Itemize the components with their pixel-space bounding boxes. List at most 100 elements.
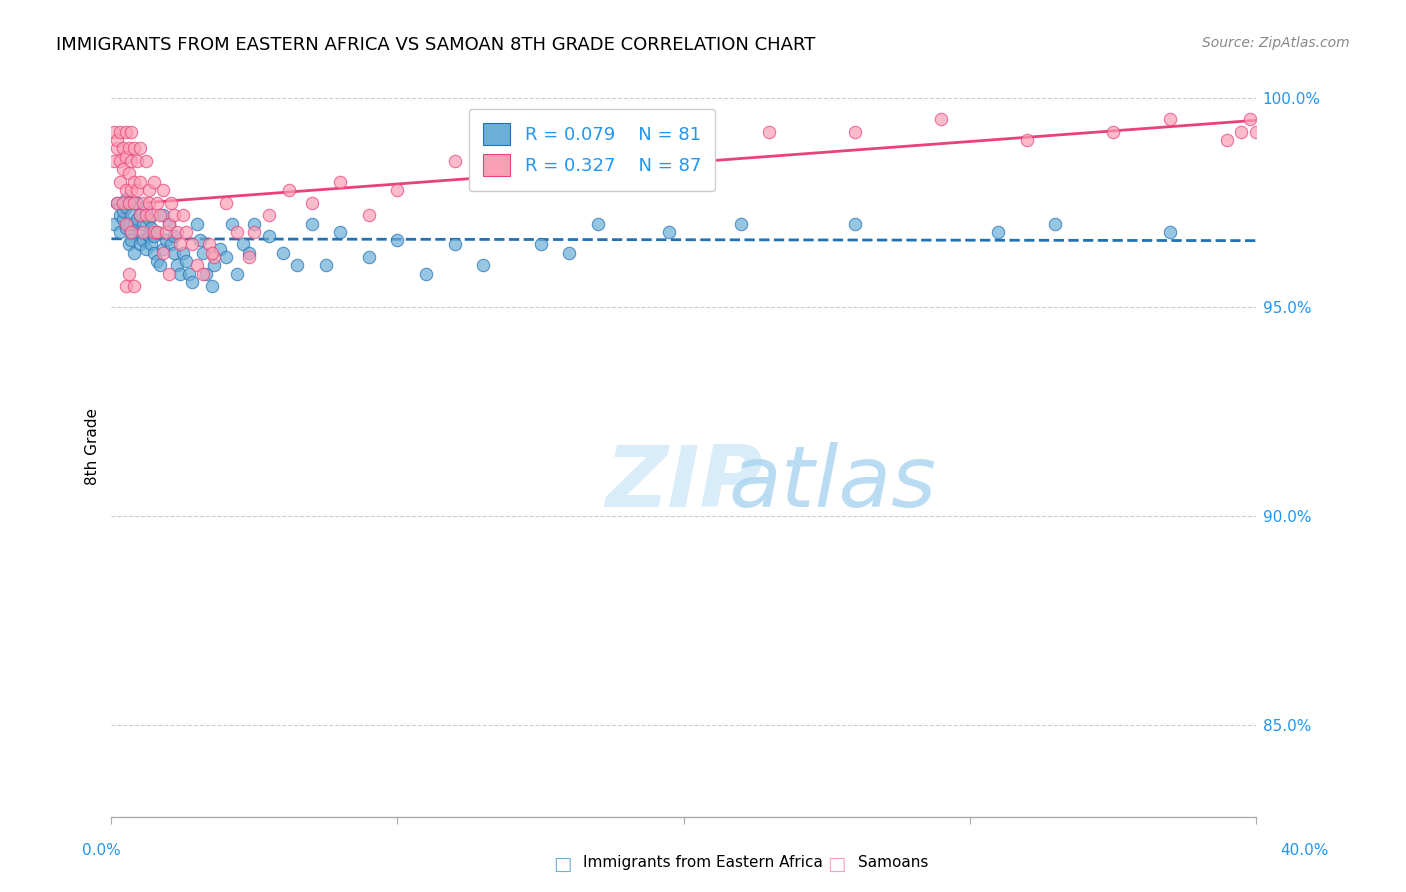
Point — [169, 237, 191, 252]
Point — [415, 267, 437, 281]
Point — [114, 217, 136, 231]
Point — [120, 208, 142, 222]
Point — [197, 237, 219, 252]
Point — [180, 275, 202, 289]
Point — [614, 125, 637, 139]
Point — [117, 166, 139, 180]
Point — [257, 229, 280, 244]
Point — [243, 217, 266, 231]
Point — [132, 195, 155, 210]
Point — [117, 195, 139, 210]
Point — [160, 237, 183, 252]
Point — [129, 208, 152, 222]
Point — [232, 237, 254, 252]
Text: □: □ — [553, 855, 572, 873]
Text: atlas: atlas — [728, 442, 936, 525]
Point — [143, 225, 166, 239]
Point — [730, 217, 752, 231]
Point — [558, 245, 581, 260]
Point — [132, 225, 155, 239]
Point — [215, 250, 238, 264]
Point — [120, 153, 142, 168]
Point — [157, 217, 180, 231]
Point — [186, 258, 208, 272]
Point — [152, 208, 174, 222]
Point — [143, 175, 166, 189]
Point — [243, 225, 266, 239]
Point — [387, 233, 409, 247]
Point — [114, 200, 136, 214]
Point — [141, 208, 163, 222]
Point — [672, 141, 695, 155]
Point — [103, 125, 125, 139]
Point — [1244, 125, 1267, 139]
Point — [1159, 225, 1181, 239]
Point — [191, 267, 214, 281]
Point — [166, 258, 188, 272]
Point — [127, 153, 149, 168]
Point — [120, 225, 142, 239]
Point — [180, 237, 202, 252]
Point — [138, 195, 160, 210]
Point — [143, 245, 166, 260]
Point — [146, 254, 169, 268]
Point — [146, 225, 169, 239]
Point — [191, 245, 214, 260]
Legend: R = 0.079    N = 81, R = 0.327    N = 87: R = 0.079 N = 81, R = 0.327 N = 87 — [468, 109, 716, 191]
Point — [844, 125, 866, 139]
Point — [146, 195, 169, 210]
Point — [202, 250, 225, 264]
Point — [329, 175, 352, 189]
Point — [135, 153, 157, 168]
Point — [108, 208, 131, 222]
Point — [157, 267, 180, 281]
Point — [120, 183, 142, 197]
Point — [108, 153, 131, 168]
Text: □: □ — [827, 855, 846, 873]
Point — [127, 195, 149, 210]
Point — [105, 195, 128, 210]
Point — [1015, 133, 1038, 147]
Point — [238, 245, 260, 260]
Point — [472, 258, 495, 272]
Point — [117, 217, 139, 231]
Text: 0.0%: 0.0% — [82, 843, 121, 858]
Point — [111, 195, 134, 210]
Text: IMMIGRANTS FROM EASTERN AFRICA VS SAMOAN 8TH GRADE CORRELATION CHART: IMMIGRANTS FROM EASTERN AFRICA VS SAMOAN… — [56, 36, 815, 54]
Point — [301, 195, 323, 210]
Point — [135, 204, 157, 219]
Text: ZIP: ZIP — [605, 442, 762, 525]
Y-axis label: 8th Grade: 8th Grade — [86, 409, 100, 485]
Point — [129, 141, 152, 155]
Point — [157, 217, 180, 231]
Point — [129, 175, 152, 189]
Point — [149, 208, 172, 222]
Point — [120, 233, 142, 247]
Point — [108, 225, 131, 239]
Point — [1216, 133, 1239, 147]
Point — [129, 237, 152, 252]
Point — [124, 175, 146, 189]
Point — [238, 250, 260, 264]
Point — [443, 153, 465, 168]
Point — [271, 245, 294, 260]
Point — [124, 195, 146, 210]
Point — [105, 195, 128, 210]
Point — [120, 225, 142, 239]
Point — [163, 245, 186, 260]
Point — [149, 258, 172, 272]
Point — [117, 237, 139, 252]
Point — [160, 195, 183, 210]
Point — [152, 245, 174, 260]
Point — [177, 267, 200, 281]
Point — [844, 217, 866, 231]
Point — [1045, 217, 1067, 231]
Point — [114, 220, 136, 235]
Point — [135, 208, 157, 222]
Point — [194, 267, 217, 281]
Point — [138, 229, 160, 244]
Point — [105, 133, 128, 147]
Point — [285, 258, 308, 272]
Point — [155, 233, 177, 247]
Point — [329, 225, 352, 239]
